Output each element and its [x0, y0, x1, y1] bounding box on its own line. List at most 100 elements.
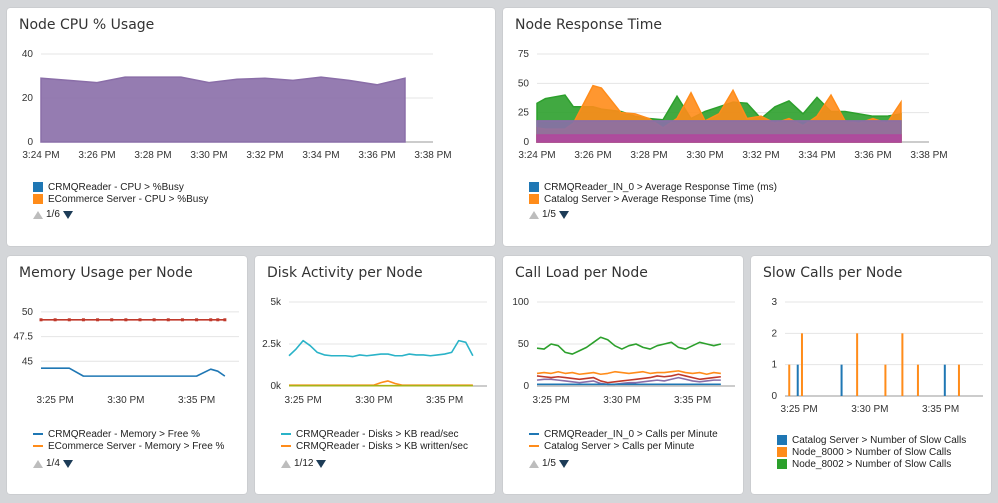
legend-label: CRMQReader - Disks > KB read/sec: [296, 428, 459, 440]
series-point: [124, 318, 128, 322]
legend-item[interactable]: Catalog Server > Number of Slow Calls: [777, 434, 966, 446]
legend-swatch: [281, 445, 291, 447]
legend-pager: 1/6: [33, 209, 73, 220]
panel-title: Node Response Time: [515, 17, 662, 33]
bar: [901, 333, 904, 396]
call-load-chart: 0 50 100 3:25 PM 3:30 PM 3:35 PM: [512, 297, 735, 406]
legend-label: CRMQReader - Memory > Free %: [48, 428, 200, 440]
x-tick-label: 3:34 PM: [798, 150, 835, 161]
y-tick-label: 0: [523, 137, 529, 148]
cpu-usage-chart: 0 20 40 3:24 PM 3:26 PM 3:28 PM 3:30 PM 3:32 PM…: [22, 49, 452, 161]
legend-swatch: [777, 435, 787, 445]
panel-title: Node CPU % Usage: [19, 17, 155, 33]
chart-legend: CRMQReader - Memory > Free % ECommerce S…: [33, 428, 224, 452]
x-tick-label: 3:34 PM: [302, 150, 339, 161]
y-tick-label: 20: [22, 93, 34, 104]
legend-swatch: [529, 182, 539, 192]
pager-down-icon[interactable]: [62, 210, 73, 219]
pager-down-icon[interactable]: [62, 459, 73, 468]
y-tick-label: 0: [27, 137, 33, 148]
x-tick-label: 3:38 PM: [910, 150, 947, 161]
pager-up-icon[interactable]: [281, 459, 291, 468]
series-point: [81, 318, 85, 322]
bar: [856, 333, 859, 396]
panel-disk-activity: Disk Activity per Node 0k 2.5k 5k 3:25 PM 3:…: [255, 256, 495, 494]
legend-label: Catalog Server > Number of Slow Calls: [792, 434, 967, 446]
legend-pager: 1/5: [529, 458, 569, 469]
panel-memory-usage: Memory Usage per Node 45 47.5 50 3:25 PM 3:3…: [7, 256, 247, 494]
legend-item[interactable]: Node_8000 > Number of Slow Calls: [777, 446, 966, 458]
legend-item[interactable]: ECommerce Server - Memory > Free %: [33, 440, 224, 452]
y-tick-label: 1: [771, 360, 777, 371]
y-tick-label: 2: [771, 328, 777, 339]
x-tick-label: 3:30 PM: [603, 395, 640, 406]
panel-node-cpu-usage: Node CPU % Usage 0 20 40 3:24 PM 3:26 PM 3:28…: [7, 8, 495, 246]
legend-swatch: [33, 194, 43, 204]
legend-item[interactable]: CRMQReader_IN_0 > Average Response Time …: [529, 181, 777, 193]
series-point: [195, 318, 199, 322]
response-time-chart: 0 25 50 75 3:24 PM 3:26 PM 3:28 PM 3:30 PM 3:32 …: [518, 49, 948, 161]
legend-label: ECommerce Server - CPU > %Busy: [48, 193, 209, 205]
pager-up-icon[interactable]: [529, 459, 539, 468]
legend-swatch: [777, 447, 787, 457]
legend-item[interactable]: ECommerce Server - CPU > %Busy: [33, 193, 208, 205]
x-tick-label: 3:35 PM: [178, 395, 215, 406]
legend-item[interactable]: CRMQReader - Memory > Free %: [33, 428, 224, 440]
legend-pager: 1/4: [33, 458, 73, 469]
legend-item[interactable]: CRMQReader - CPU > %Busy: [33, 181, 208, 193]
legend-item[interactable]: Node_8002 > Number of Slow Calls: [777, 458, 966, 470]
chart-legend: CRMQReader - CPU > %Busy ECommerce Serve…: [33, 181, 208, 205]
x-tick-label: 3:25 PM: [533, 395, 570, 406]
series-point: [223, 318, 227, 322]
x-tick-label: 3:26 PM: [78, 150, 115, 161]
legend-item[interactable]: Catalog Server > Average Response Time (…: [529, 193, 777, 205]
legend-label: CRMQReader - Disks > KB written/sec: [296, 440, 468, 452]
series-point: [138, 318, 142, 322]
legend-label: ECommerce Server - Memory > Free %: [48, 440, 225, 452]
line-series: [288, 339, 474, 358]
line-series: [536, 370, 721, 376]
pager-down-icon[interactable]: [316, 459, 327, 468]
legend-label: Node_8002 > Number of Slow Calls: [792, 458, 952, 470]
panel-call-load: Call Load per Node 0 50 100 3:25 PM 3:30 PM 3…: [503, 256, 743, 494]
y-tick-label: 3: [771, 297, 777, 308]
line-series: [536, 376, 721, 386]
y-tick-label: 45: [22, 356, 34, 367]
series-point: [67, 318, 71, 322]
series-point: [216, 318, 220, 322]
x-tick-label: 3:25 PM: [285, 395, 322, 406]
y-tick-label: 25: [518, 108, 530, 119]
series-point: [53, 318, 57, 322]
legend-swatch: [529, 433, 539, 435]
chart-legend: CRMQReader - Disks > KB read/sec CRMQRea…: [281, 428, 468, 452]
pager-up-icon[interactable]: [529, 210, 539, 219]
y-tick-label: 50: [518, 78, 530, 89]
y-tick-label: 40: [22, 49, 34, 60]
x-tick-label: 3:24 PM: [22, 150, 59, 161]
pager-count: 1/6: [46, 209, 60, 220]
legend-item[interactable]: CRMQReader - Disks > KB written/sec: [281, 440, 468, 452]
panel-node-response-time: Node Response Time 0 25 50 75 3:24 PM 3:26 PM…: [503, 8, 991, 246]
legend-item[interactable]: CRMQReader - Disks > KB read/sec: [281, 428, 468, 440]
pager-count: 1/5: [542, 458, 556, 469]
x-tick-label: 3:38 PM: [414, 150, 451, 161]
x-tick-label: 3:28 PM: [134, 150, 171, 161]
y-tick-label: 0: [523, 381, 529, 392]
bar: [840, 364, 843, 396]
pager-up-icon[interactable]: [33, 210, 43, 219]
pager-down-icon[interactable]: [558, 210, 569, 219]
panel-title: Call Load per Node: [515, 265, 648, 281]
legend-item[interactable]: Catalog Server > Calls per Minute: [529, 440, 718, 452]
legend-label: Catalog Server > Calls per Minute: [544, 440, 695, 452]
legend-item[interactable]: CRMQReader_IN_0 > Calls per Minute: [529, 428, 718, 440]
bar: [943, 364, 946, 396]
x-tick-label: 3:30 PM: [355, 395, 392, 406]
x-tick-label: 3:24 PM: [518, 150, 555, 161]
line-series: [536, 373, 721, 384]
pager-down-icon[interactable]: [558, 459, 569, 468]
slow-calls-chart: 0 1 2 3 3:25 PM 3:30 PM 3:35 PM: [771, 297, 983, 415]
y-tick-label: 47.5: [14, 332, 34, 343]
y-tick-label: 5k: [270, 297, 282, 308]
bar: [796, 364, 799, 396]
pager-up-icon[interactable]: [33, 459, 43, 468]
